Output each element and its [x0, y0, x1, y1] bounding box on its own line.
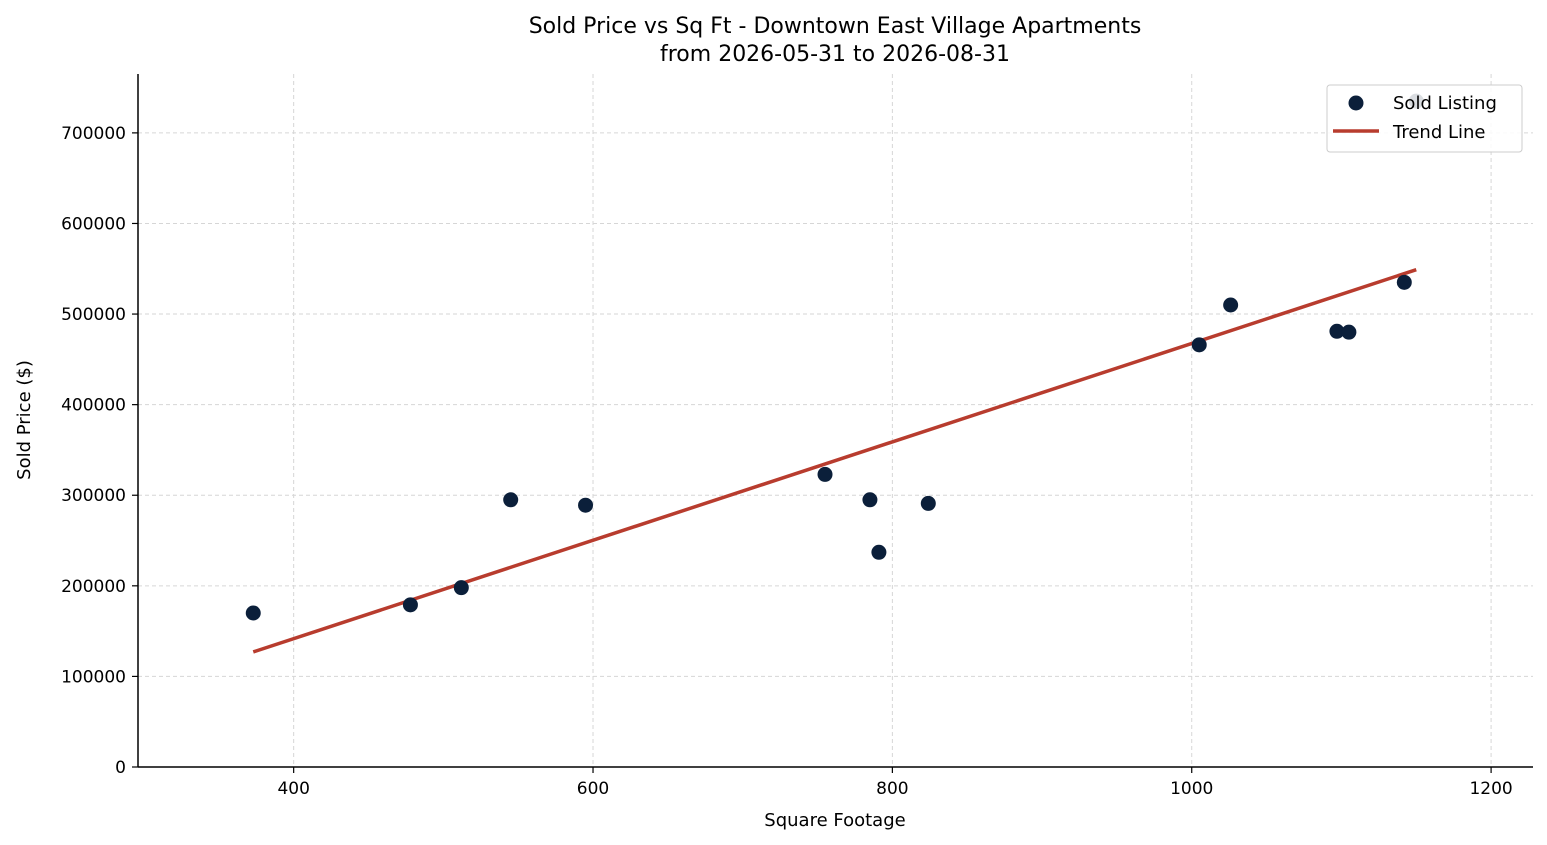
- data-point: [1191, 337, 1207, 353]
- y-tick-label: 100000: [61, 667, 126, 687]
- points-layer: [245, 93, 1424, 621]
- data-point: [920, 495, 936, 511]
- axes-layer: [137, 74, 1533, 768]
- y-tick-label: 400000: [61, 396, 126, 416]
- chart-subtitle: from 2026-05-31 to 2026-08-31: [660, 42, 1010, 67]
- x-axis-label: Square Footage: [764, 810, 905, 831]
- x-tick-label: 1200: [1469, 779, 1512, 799]
- data-point: [1341, 324, 1357, 340]
- data-point: [578, 497, 594, 513]
- legend-label-trend-line: Trend Line: [1392, 122, 1486, 143]
- y-tick-label: 500000: [61, 305, 126, 325]
- x-tick-label: 600: [577, 779, 609, 799]
- trend-line: [252, 268, 1417, 654]
- chart-title: Sold Price vs Sq Ft - Downtown East Vill…: [529, 14, 1142, 39]
- y-tick-label: 200000: [61, 577, 126, 597]
- data-point: [402, 597, 418, 613]
- data-point: [503, 492, 519, 508]
- trend-layer: [252, 268, 1417, 654]
- y-tick-label: 700000: [61, 124, 126, 144]
- y-tick-label: 600000: [61, 214, 126, 234]
- legend-label-sold-listing: Sold Listing: [1393, 93, 1497, 114]
- data-point: [245, 605, 261, 621]
- legend-box: [1326, 84, 1523, 153]
- y-tick-label: 300000: [61, 486, 126, 506]
- data-point: [871, 544, 887, 560]
- legend: Sold Listing Trend Line: [1326, 84, 1523, 153]
- y-axis-label: Sold Price ($): [14, 360, 35, 480]
- x-tick-label: 800: [876, 779, 908, 799]
- data-point: [453, 580, 469, 596]
- data-point: [1396, 274, 1412, 290]
- data-point: [817, 466, 833, 482]
- y-tick-label: 0: [115, 758, 126, 778]
- legend-marker-sold-listing: [1348, 95, 1364, 111]
- data-point: [1223, 297, 1239, 313]
- x-tick-label: 1000: [1170, 779, 1213, 799]
- data-point: [1329, 323, 1345, 339]
- data-point: [862, 492, 878, 508]
- grid-layer: [138, 74, 1533, 768]
- ticks-layer: 400 600 800 1000 1200 0 100000 200000 300000 4000…: [61, 124, 1513, 799]
- x-tick-label: 400: [277, 779, 309, 799]
